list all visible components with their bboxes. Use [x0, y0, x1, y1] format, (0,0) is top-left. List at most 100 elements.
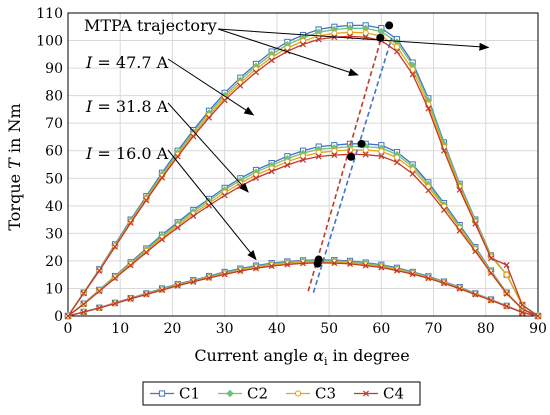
data-point-c4	[127, 262, 134, 269]
data-point-c4	[237, 82, 244, 89]
data-point-c4	[96, 304, 103, 312]
data-point-c4	[190, 133, 197, 140]
data-point-c4	[299, 260, 307, 267]
mtpa-point	[385, 21, 394, 30]
data-point-c4	[315, 153, 322, 160]
legend-box	[142, 381, 421, 406]
annotation-arrows	[167, 28, 490, 261]
data-point-c4	[503, 303, 510, 310]
data-point-c4	[268, 57, 275, 64]
data-point-c4	[111, 275, 119, 282]
legend-label-c1: C1	[179, 385, 200, 403]
series-line-c4-level-1	[67, 35, 539, 317]
data-point-c4	[190, 278, 197, 285]
data-point-c4	[315, 36, 322, 43]
y-tick-label: 90	[45, 61, 63, 77]
legend-label-c3: C3	[315, 385, 336, 403]
mtpa-trajectory-line-c4	[307, 37, 383, 292]
data-point-c4	[487, 297, 495, 304]
data-point-c4	[268, 263, 275, 270]
data-point-c3	[393, 154, 401, 161]
data-point-c4	[440, 147, 448, 154]
data-point-c4	[362, 151, 369, 158]
data-point-c4	[174, 282, 181, 289]
data-point-c3	[409, 166, 416, 173]
data-point-c3	[299, 153, 307, 160]
y-tick-label: 20	[45, 254, 63, 270]
data-point-c4	[331, 260, 338, 267]
data-point-c4	[252, 265, 260, 272]
data-point-c4	[143, 249, 150, 256]
x-tick-label: 0	[64, 321, 73, 337]
annotation-arrow	[217, 28, 490, 51]
y-axis-label: Torque T in Nm	[5, 103, 24, 230]
y-tick-label: 50	[45, 171, 63, 187]
data-point-c4	[331, 152, 338, 159]
axis-ticks: 0 10 20 30 40 50 60 70 80 90 0 10 20 30 40 50 60 70 80 90 10…	[36, 6, 547, 337]
data-point-c4	[284, 261, 291, 268]
data-point-c4	[440, 206, 448, 213]
data-point-c4	[440, 280, 448, 287]
data-point-c3	[378, 148, 385, 155]
data-point-c4	[221, 97, 228, 104]
data-point-c4	[393, 159, 401, 166]
x-tick-label: 70	[425, 321, 443, 337]
x-tick-label: 10	[111, 321, 129, 337]
y-tick-label: 30	[45, 226, 63, 242]
x-tick-label: 20	[164, 321, 182, 337]
data-point-c4	[205, 274, 213, 282]
legend-label-c2: C2	[247, 385, 268, 403]
data-point-c4	[221, 271, 228, 278]
data-point-c4	[158, 236, 166, 243]
data-point-c4	[456, 186, 463, 193]
annotation-arrow	[167, 149, 257, 261]
data-point-c4	[503, 290, 510, 297]
mtpa-point	[357, 139, 366, 148]
data-point-c4	[409, 271, 416, 278]
mtpa-trajectory-label: MTPA trajectory	[84, 16, 217, 35]
x-tick-label: 30	[216, 321, 234, 337]
data-point-c4	[472, 220, 479, 227]
series-line-c3-level-1	[67, 31, 539, 317]
mtpa-trajectory-line-c1	[312, 37, 393, 293]
y-tick-label: 100	[36, 34, 63, 50]
data-point-c4	[409, 170, 416, 177]
data-point-c4	[252, 174, 260, 182]
legend-marker-c1	[158, 390, 166, 397]
data-point-c4	[456, 227, 463, 234]
y-tick-label: 40	[45, 199, 63, 215]
current-label-47-7: I = 47.7 A	[85, 53, 169, 72]
data-point-c4	[221, 192, 228, 199]
data-point-c3	[127, 261, 134, 268]
current-label-31-8: I = 31.8 A	[85, 97, 169, 116]
data-point-c4	[425, 187, 432, 194]
y-tick-label: 70	[45, 116, 63, 132]
data-point-c4	[127, 219, 134, 226]
data-point-c4	[80, 290, 87, 297]
data-point-c4	[487, 270, 495, 277]
data-point-c4	[143, 197, 150, 204]
data-point-c4	[487, 255, 495, 262]
data-point-c4	[143, 291, 150, 298]
data-point-c4	[284, 162, 291, 169]
data-point-c3	[331, 147, 338, 155]
data-point-c4	[472, 248, 479, 255]
data-point-c4	[80, 309, 87, 316]
legend-marker-c4	[362, 390, 370, 397]
data-point-c4	[96, 288, 103, 295]
mtpa-point	[313, 259, 322, 268]
data-point-c4	[393, 267, 401, 274]
data-point-c4	[268, 168, 275, 175]
data-point-c4	[174, 224, 181, 231]
data-point-c4	[299, 156, 307, 163]
data-point-c4	[299, 41, 307, 48]
data-point-c4	[393, 48, 401, 55]
annotation-arrow	[167, 102, 249, 193]
data-point-c4	[64, 312, 72, 320]
y-tick-label: 80	[45, 89, 63, 105]
data-point-c4	[346, 260, 354, 267]
x-tick-label: 80	[477, 321, 495, 337]
data-point-c3	[393, 43, 401, 50]
data-point-c4	[425, 275, 432, 282]
